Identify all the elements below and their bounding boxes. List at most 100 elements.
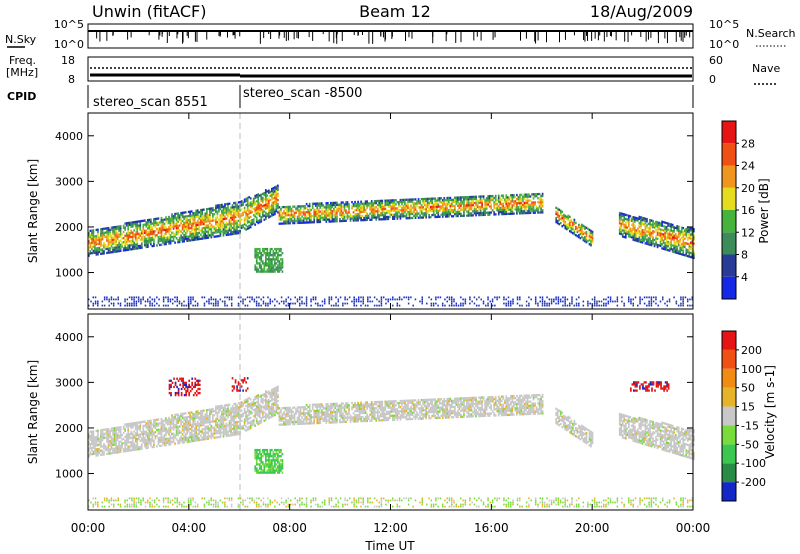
velocity-cell bbox=[189, 440, 192, 443]
power-cell bbox=[482, 211, 485, 215]
power-cell bbox=[150, 220, 152, 223]
power-cell bbox=[163, 224, 166, 227]
velocity-cell bbox=[98, 451, 101, 455]
power-cell bbox=[243, 210, 246, 214]
power-cell bbox=[215, 227, 217, 230]
power-cell bbox=[618, 230, 621, 233]
power-cell bbox=[682, 231, 685, 234]
power-cell bbox=[432, 209, 435, 213]
power-cell bbox=[88, 254, 90, 257]
power-cell bbox=[476, 201, 479, 205]
power-cell bbox=[401, 211, 403, 214]
power-cell bbox=[357, 219, 359, 222]
power-cell bbox=[166, 222, 169, 225]
power-cell bbox=[134, 231, 137, 234]
power-cell bbox=[575, 234, 577, 237]
power-cell bbox=[455, 198, 458, 201]
velocity-cell bbox=[180, 414, 182, 418]
power-cell bbox=[661, 222, 663, 225]
power-cell bbox=[523, 205, 526, 209]
power-cell bbox=[537, 304, 539, 307]
power-cell bbox=[399, 205, 402, 208]
power-cell bbox=[204, 226, 207, 230]
velocity-cell bbox=[143, 432, 146, 436]
power-cell bbox=[281, 266, 284, 269]
power-cell bbox=[139, 238, 142, 241]
power-cell bbox=[153, 220, 155, 223]
power-cell bbox=[140, 246, 143, 249]
power-cell bbox=[160, 229, 163, 232]
velocity-cell bbox=[88, 441, 90, 444]
power-cell bbox=[183, 236, 185, 239]
power-cell bbox=[573, 304, 576, 307]
power-cell bbox=[342, 205, 344, 208]
power-cell bbox=[505, 204, 508, 207]
power-cell bbox=[345, 201, 347, 204]
power-cell bbox=[535, 207, 538, 210]
power-cell bbox=[212, 217, 214, 220]
power-cell bbox=[517, 210, 520, 213]
velocity-cell bbox=[89, 438, 92, 442]
power-cell bbox=[278, 260, 281, 263]
power-cell bbox=[693, 228, 695, 231]
power-cell bbox=[392, 215, 394, 218]
power-cell bbox=[451, 298, 453, 301]
velocity-cell bbox=[91, 438, 93, 441]
velocity-cell bbox=[183, 435, 185, 438]
power-cell bbox=[277, 207, 279, 210]
velocity-cell bbox=[130, 442, 133, 446]
velocity-cell bbox=[172, 434, 175, 437]
power-cell bbox=[668, 229, 671, 232]
power-cell bbox=[568, 215, 571, 218]
power-cell bbox=[464, 302, 467, 305]
power-cell bbox=[392, 217, 394, 220]
power-cell bbox=[189, 233, 192, 236]
power-cell bbox=[239, 219, 241, 222]
power-cell bbox=[124, 228, 126, 231]
power-cell bbox=[189, 226, 192, 230]
power-cell bbox=[165, 232, 167, 235]
power-cell bbox=[316, 214, 319, 218]
power-cell bbox=[233, 218, 235, 221]
power-cell bbox=[213, 219, 216, 222]
power-cell bbox=[485, 211, 488, 214]
power-cell bbox=[175, 229, 178, 232]
power-cell bbox=[195, 234, 198, 237]
power-cell bbox=[228, 221, 231, 224]
power-cell bbox=[376, 216, 379, 219]
power-cell bbox=[587, 302, 589, 305]
power-cell bbox=[460, 200, 462, 203]
freq-left-bottom-tick: 8 bbox=[68, 73, 75, 86]
power-cell bbox=[466, 210, 468, 213]
power-cell bbox=[443, 213, 446, 216]
velocity-cell bbox=[101, 445, 104, 448]
velocity-cell bbox=[180, 439, 182, 442]
power-cell bbox=[281, 216, 284, 219]
power-cell bbox=[222, 215, 225, 219]
power-cell bbox=[339, 211, 341, 215]
power-cell bbox=[278, 264, 281, 267]
power-cell bbox=[260, 209, 263, 213]
power-cell bbox=[278, 218, 281, 221]
power-cell bbox=[261, 254, 264, 257]
power-cell bbox=[248, 204, 251, 207]
power-cell bbox=[323, 298, 326, 301]
power-cell bbox=[103, 244, 105, 247]
power-cell bbox=[157, 227, 160, 230]
velocity-cell bbox=[160, 428, 163, 431]
power-cell bbox=[689, 304, 691, 307]
power-cell bbox=[354, 213, 356, 216]
power-cell bbox=[195, 232, 198, 235]
power-cell bbox=[627, 300, 630, 303]
power-cell bbox=[143, 241, 146, 245]
power-cell bbox=[572, 221, 574, 225]
power-cell bbox=[171, 298, 174, 301]
power-cell bbox=[537, 207, 539, 210]
power-cell bbox=[618, 213, 621, 217]
velocity-cell bbox=[165, 419, 167, 422]
power-cell bbox=[176, 300, 178, 303]
power-cell bbox=[671, 225, 674, 229]
power-cell bbox=[414, 204, 417, 207]
velocity-cell bbox=[169, 420, 172, 423]
power-cell bbox=[490, 197, 493, 200]
